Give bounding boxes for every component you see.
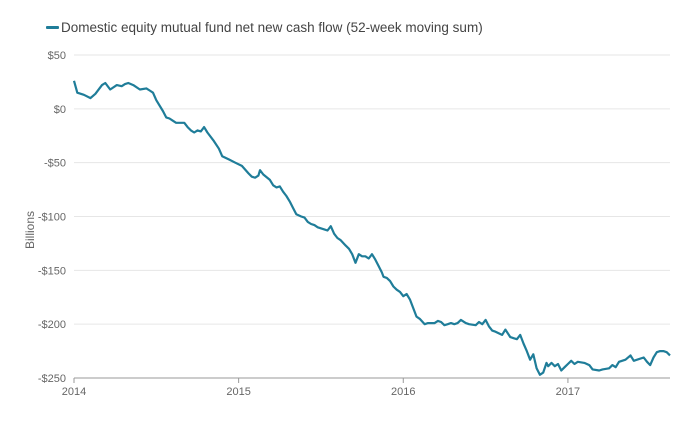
series-line xyxy=(72,80,671,376)
y-tick-label: -$150 xyxy=(38,265,66,277)
legend: Domestic equity mutual fund net new cash… xyxy=(46,20,483,35)
y-tick-label: $0 xyxy=(54,104,66,116)
x-tick-label: 2015 xyxy=(226,386,250,398)
x-tick-label: 2016 xyxy=(391,386,415,398)
y-tick-label: $50 xyxy=(48,50,66,62)
gridlines xyxy=(74,54,670,325)
y-tick-label: -$250 xyxy=(38,373,66,385)
y-tick-label: -$100 xyxy=(38,212,66,224)
y-tick-label: -$200 xyxy=(38,319,66,331)
y-axis-tick-labels: $50 $0 -$50 -$100 -$150 -$200 -$250 xyxy=(38,50,66,385)
y-axis-label: Billions xyxy=(23,211,37,249)
y-tick-label: -$50 xyxy=(44,158,66,170)
legend-swatch xyxy=(46,26,59,29)
x-axis-tick-labels: 2014 2015 2016 2017 xyxy=(62,386,580,398)
legend-label: Domestic equity mutual fund net new cash… xyxy=(61,20,483,35)
x-axis xyxy=(73,377,670,383)
x-tick-label: 2017 xyxy=(556,386,580,398)
series-group xyxy=(72,80,671,376)
x-tick-label: 2014 xyxy=(62,386,86,398)
